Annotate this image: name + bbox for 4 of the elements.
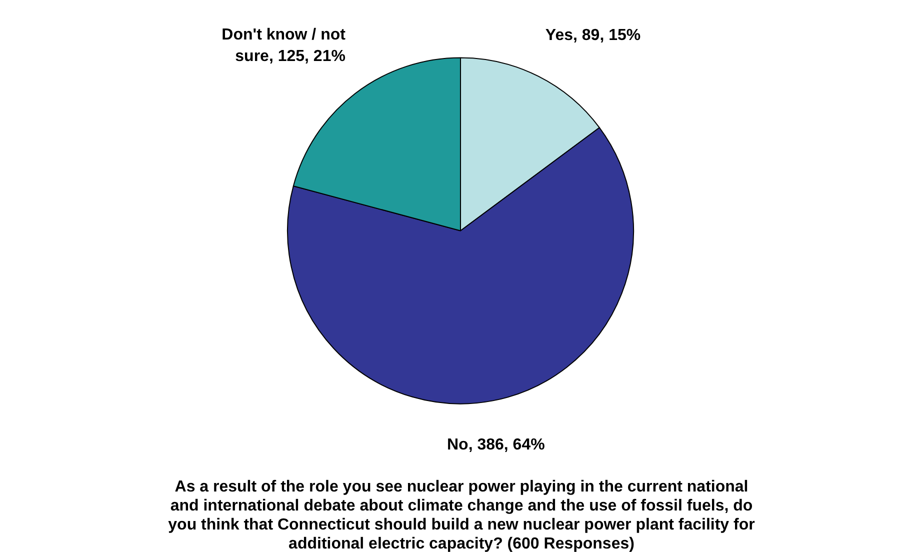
text: As a result of the role you see nuclear power playing in the current national and international debate about climate change and the use of fossil fuels, do you think that Connecticut should build a new nuclear power plant facility for additional electric capacity? (600 Responses) bbox=[168, 478, 755, 552]
slice-label: Don't know / not sure, 125, 21% bbox=[222, 26, 346, 65]
slice-label: Yes, 89, 15% bbox=[545, 26, 641, 44]
slice-label: No, 386, 64% bbox=[447, 436, 545, 454]
